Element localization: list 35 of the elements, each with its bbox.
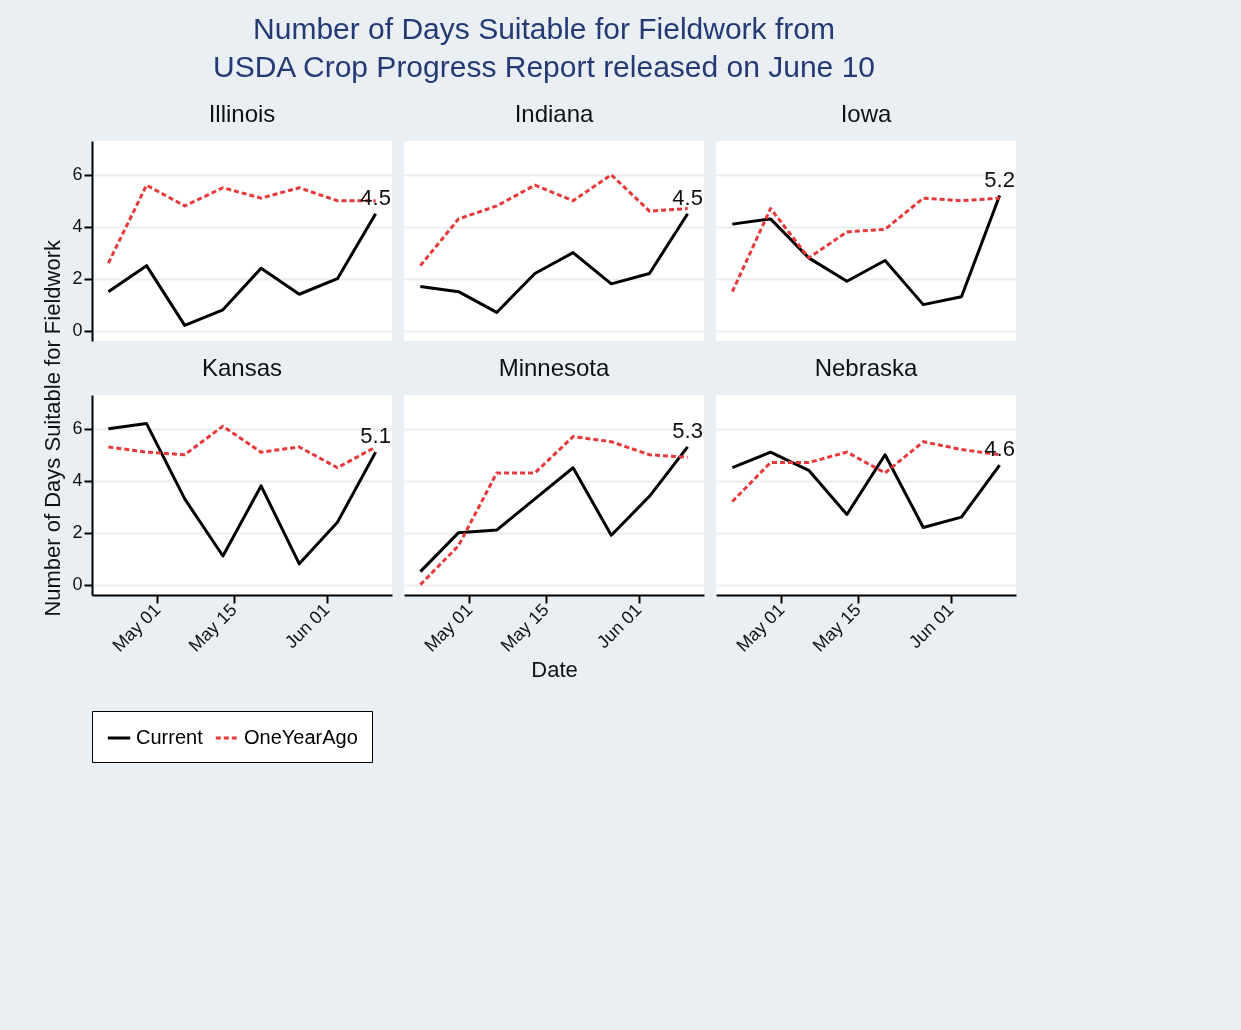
data-label: 5.3 <box>672 417 703 443</box>
y-tick-label: 4 <box>72 470 83 491</box>
x-tick-label: May 01 <box>732 599 789 656</box>
x-tick-label: May 01 <box>420 599 477 656</box>
data-label: 5.1 <box>360 423 391 449</box>
x-tick-label: Jun 01 <box>905 599 958 653</box>
data-label: 4.5 <box>672 184 703 210</box>
data-label: 4.5 <box>360 184 391 210</box>
y-tick-label: 6 <box>72 164 83 185</box>
y-tick-label: 0 <box>72 320 83 341</box>
x-tick-label: May 15 <box>496 599 553 656</box>
y-tick-label: 4 <box>72 216 83 237</box>
x-axis-title: Date <box>531 656 578 682</box>
y-tick-label: 2 <box>72 522 83 543</box>
chart-title: Kansas <box>201 354 283 381</box>
data-label: 5.2 <box>984 166 1015 192</box>
y-tick-label: 0 <box>72 574 83 595</box>
chart-title: Iowa <box>840 100 892 127</box>
chart-title: Minnesota <box>498 354 611 381</box>
chart-title: Nebraska <box>814 354 919 381</box>
x-tick-label: May 15 <box>808 599 865 656</box>
text: Number of Days Suitable for Fieldwork from USDA Crop Progress Report released on June 10 <box>212 12 876 83</box>
line-series <box>106 212 378 327</box>
x-tick-label: May 15 <box>184 599 241 656</box>
y-tick-label: 6 <box>72 418 83 439</box>
legend-label: Current <box>136 726 204 748</box>
chart-title: Illinois <box>208 100 276 127</box>
x-tick-label: Jun 01 <box>281 599 334 653</box>
legend-label: OneYearAgo <box>244 726 358 748</box>
x-tick-label: Jun 01 <box>593 599 646 653</box>
chart-title: Indiana <box>514 100 595 127</box>
y-axis-title: Number of Days Suitable for Fieldwork <box>40 240 66 617</box>
data-label: 4.6 <box>984 436 1015 462</box>
y-tick-label: 2 <box>72 268 83 289</box>
x-tick-label: May 01 <box>108 599 165 656</box>
